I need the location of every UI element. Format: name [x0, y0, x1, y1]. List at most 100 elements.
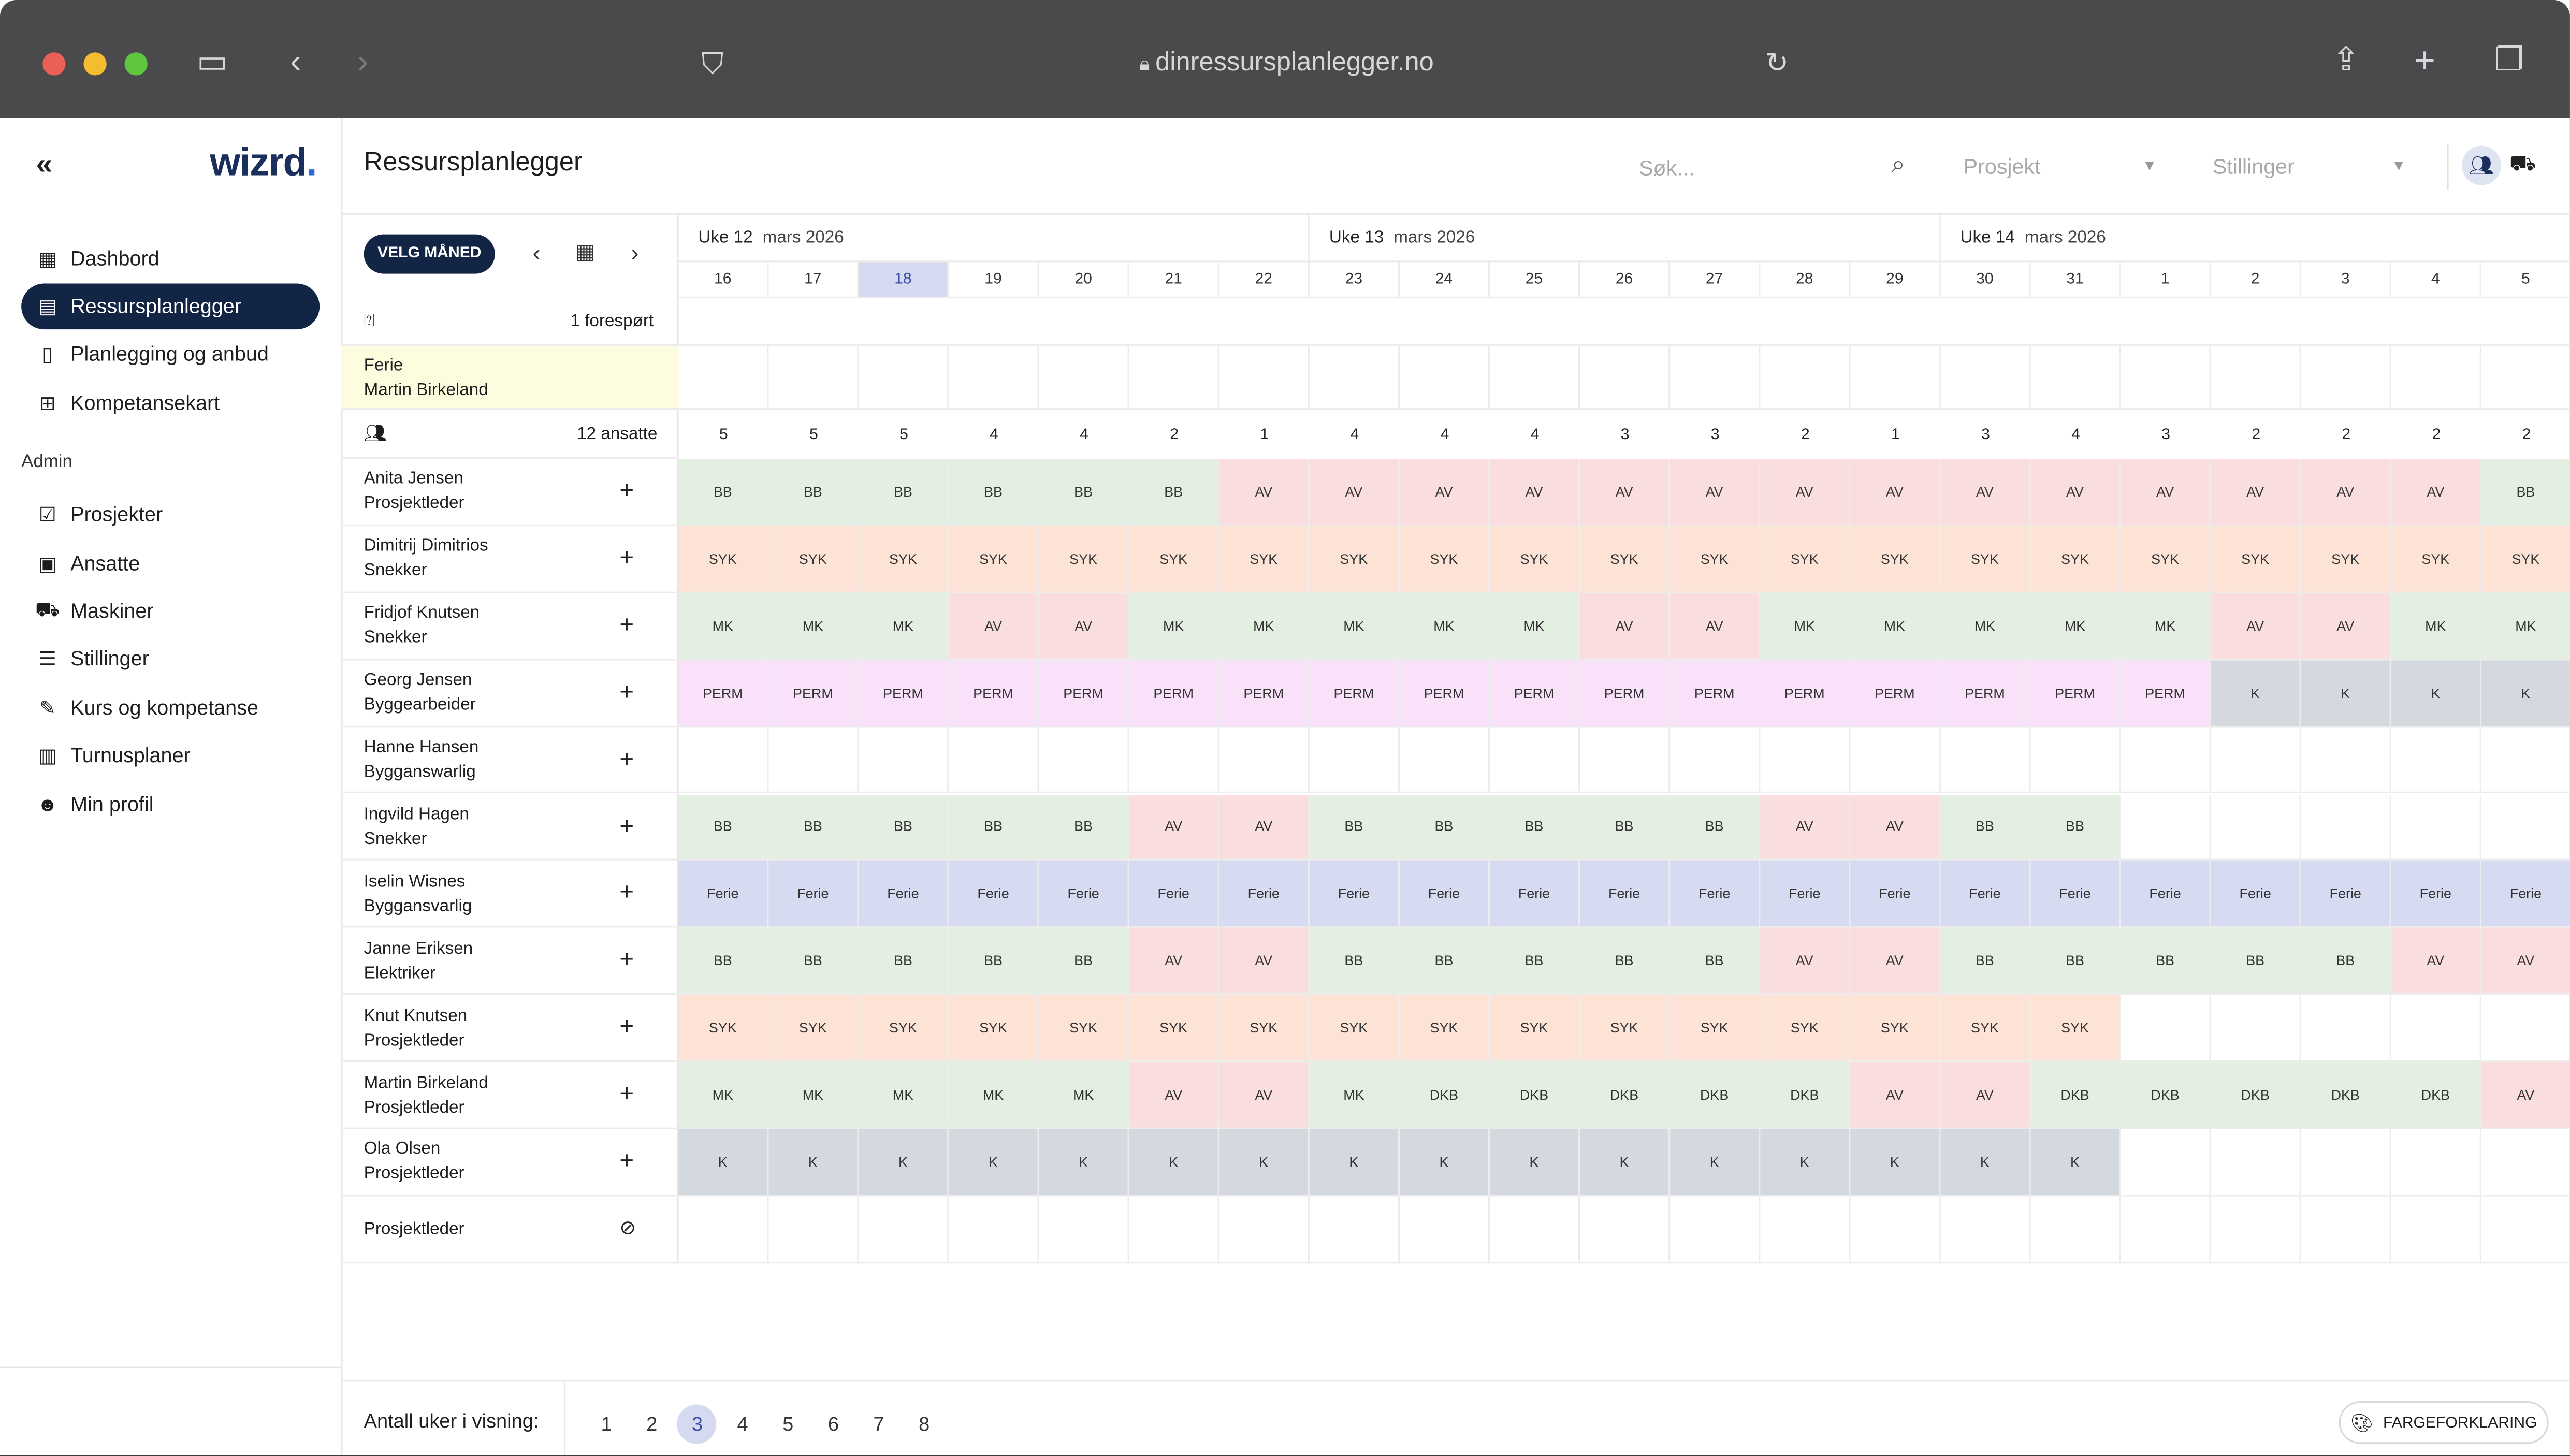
schedule-cell[interactable]: BB	[1580, 928, 1671, 995]
schedule-cell[interactable]: AV	[1580, 593, 1671, 660]
schedule-cell[interactable]: PERM	[949, 660, 1039, 727]
schedule-cell[interactable]: AV	[2211, 593, 2301, 660]
sidebar-item-ressursplanlegger[interactable]: ▤ Ressursplanlegger	[21, 283, 320, 330]
schedule-cell[interactable]: BB	[1490, 794, 1580, 861]
schedule-cell[interactable]: SYK	[1760, 995, 1851, 1062]
schedule-cell[interactable]: BB	[949, 459, 1039, 526]
new-tab-icon[interactable]: +	[2414, 39, 2435, 81]
schedule-cell[interactable]: MK	[2481, 593, 2570, 660]
request-cell[interactable]	[2121, 298, 2211, 346]
schedule-cell[interactable]: SYK	[1580, 995, 1671, 1062]
schedule-cell[interactable]: Ferie	[2030, 861, 2121, 928]
schedule-cell[interactable]: BB	[1580, 794, 1671, 861]
schedule-cell[interactable]	[2391, 1129, 2481, 1197]
next-period-icon[interactable]: ›	[631, 239, 639, 266]
schedule-cell[interactable]: K	[1940, 1129, 2031, 1197]
schedule-cell[interactable]: Ferie	[2481, 861, 2570, 928]
schedule-cell[interactable]	[859, 727, 949, 794]
schedule-cell[interactable]: BB	[949, 794, 1039, 861]
schedule-cell[interactable]	[1309, 727, 1400, 794]
schedule-cell[interactable]: SYK	[2391, 526, 2481, 593]
add-assignment-button[interactable]: +	[619, 1080, 634, 1108]
schedule-cell[interactable]: PERM	[1850, 660, 1941, 727]
request-icon[interactable]: ⍰	[364, 310, 375, 330]
schedule-cell[interactable]: SYK	[678, 526, 769, 593]
vacant-cell[interactable]	[678, 1196, 769, 1263]
schedule-cell[interactable]: DKB	[2121, 1062, 2211, 1129]
schedule-cell[interactable]: SYK	[1850, 526, 1941, 593]
close-window-button[interactable]	[42, 52, 66, 76]
schedule-cell[interactable]: Ferie	[768, 861, 859, 928]
schedule-cell[interactable]: SYK	[1039, 995, 1129, 1062]
schedule-cell[interactable]	[2301, 995, 2391, 1062]
vacant-cell[interactable]	[1760, 1196, 1851, 1263]
schedule-cell[interactable]	[2481, 995, 2570, 1062]
schedule-cell[interactable]: MK	[1309, 1062, 1400, 1129]
vacation-cell[interactable]	[2211, 345, 2301, 410]
vacant-cell[interactable]	[1940, 1196, 2031, 1263]
sidebar-item-kompetansekart[interactable]: ⊞ Kompetansekart	[21, 380, 320, 426]
schedule-cell[interactable]: PERM	[1399, 660, 1490, 727]
schedule-cell[interactable]: K	[2481, 660, 2570, 727]
schedule-cell[interactable]: Ferie	[1850, 861, 1941, 928]
employee-name[interactable]: Ola Olsen	[364, 1140, 441, 1160]
schedule-cell[interactable]	[2391, 995, 2481, 1062]
vacation-cell[interactable]	[1399, 345, 1490, 410]
schedule-cell[interactable]: Ferie	[1670, 861, 1761, 928]
schedule-cell[interactable]: BB	[1039, 928, 1129, 995]
schedule-cell[interactable]	[1850, 727, 1941, 794]
schedule-cell[interactable]: SYK	[1399, 526, 1490, 593]
schedule-cell[interactable]	[1399, 727, 1490, 794]
schedule-cell[interactable]: PERM	[2030, 660, 2121, 727]
schedule-cell[interactable]	[2391, 727, 2481, 794]
weeks-option-4[interactable]: 4	[737, 1413, 748, 1436]
schedule-cell[interactable]: Ferie	[2301, 861, 2391, 928]
vacant-cell[interactable]	[2211, 1196, 2301, 1263]
schedule-cell[interactable]: AV	[1219, 1062, 1310, 1129]
search-input[interactable]	[1635, 147, 1889, 187]
schedule-cell[interactable]: SYK	[1129, 526, 1219, 593]
schedule-cell[interactable]: SYK	[1580, 526, 1671, 593]
schedule-cell[interactable]: AV	[2211, 459, 2301, 526]
schedule-cell[interactable]: Ferie	[1309, 861, 1400, 928]
vacation-cell[interactable]	[2121, 345, 2211, 410]
back-icon[interactable]: ‹	[290, 44, 301, 81]
request-cell[interactable]	[2481, 298, 2570, 346]
schedule-cell[interactable]: BB	[1399, 794, 1490, 861]
weeks-option-2[interactable]: 2	[646, 1413, 658, 1436]
schedule-cell[interactable]: PERM	[1309, 660, 1400, 727]
request-cell[interactable]	[859, 298, 949, 346]
schedule-cell[interactable]: BB	[949, 928, 1039, 995]
schedule-cell[interactable]: Ferie	[1760, 861, 1851, 928]
schedule-cell[interactable]	[1940, 727, 2031, 794]
weeks-option-3[interactable]: 3	[677, 1404, 717, 1444]
schedule-cell[interactable]: SYK	[1219, 526, 1310, 593]
schedule-cell[interactable]: AV	[1129, 794, 1219, 861]
add-assignment-button[interactable]: +	[619, 610, 634, 639]
schedule-cell[interactable]: BB	[1490, 928, 1580, 995]
schedule-cell[interactable]: AV	[1219, 928, 1310, 995]
schedule-cell[interactable]	[2211, 794, 2301, 861]
schedule-cell[interactable]: BB	[2121, 928, 2211, 995]
schedule-cell[interactable]: PERM	[1490, 660, 1580, 727]
vacation-cell[interactable]	[1760, 345, 1851, 410]
schedule-cell[interactable]: MK	[859, 593, 949, 660]
schedule-cell[interactable]: PERM	[1219, 660, 1310, 727]
schedule-cell[interactable]: MK	[1399, 593, 1490, 660]
schedule-cell[interactable]: BB	[2481, 459, 2570, 526]
schedule-cell[interactable]: AV	[1850, 1062, 1941, 1129]
schedule-cell[interactable]: SYK	[1309, 526, 1400, 593]
schedule-cell[interactable]: BB	[1039, 459, 1129, 526]
schedule-cell[interactable]: BB	[768, 459, 859, 526]
shield-icon[interactable]: ⛉	[701, 47, 724, 81]
schedule-cell[interactable]: AV	[1580, 459, 1671, 526]
employee-name[interactable]: Ingvild Hagen	[364, 804, 469, 824]
schedule-cell[interactable]: SYK	[1129, 995, 1219, 1062]
request-cell[interactable]	[1490, 298, 1580, 346]
request-cell[interactable]	[1399, 298, 1490, 346]
schedule-cell[interactable]: K	[859, 1129, 949, 1197]
schedule-cell[interactable]	[2121, 727, 2211, 794]
vacant-cell[interactable]	[768, 1196, 859, 1263]
schedule-cell[interactable]: SYK	[1219, 995, 1310, 1062]
employee-name[interactable]: Dimitrij Dimitrios	[364, 536, 488, 557]
